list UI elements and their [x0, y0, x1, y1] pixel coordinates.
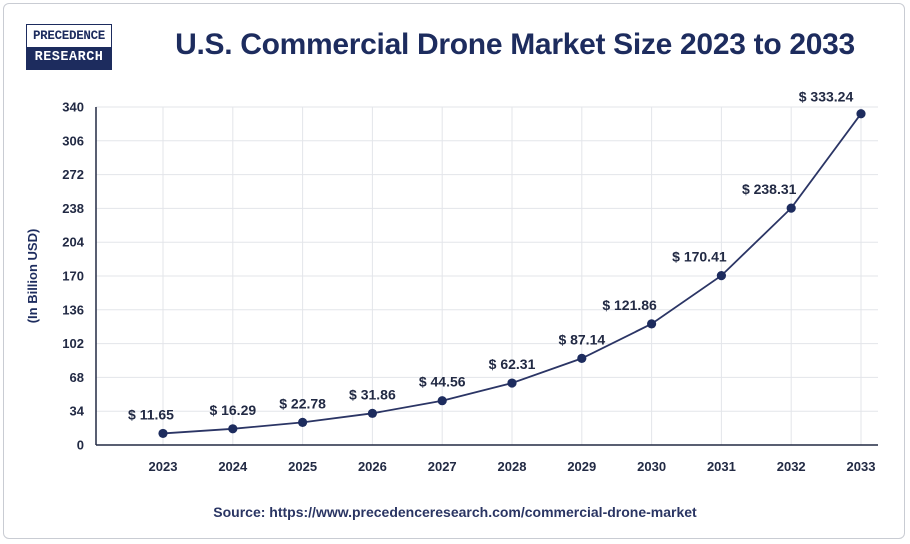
y-tick-label: 34 [70, 404, 85, 419]
y-axis-label: (In Billion USD) [25, 229, 40, 324]
x-tick-label: 2031 [707, 459, 736, 474]
data-point [647, 319, 657, 329]
data-point [298, 417, 308, 427]
data-label: $ 87.14 [558, 331, 605, 347]
y-tick-label: 68 [70, 370, 84, 385]
chart-title: U.S. Commercial Drone Market Size 2023 t… [175, 28, 855, 61]
data-label: $ 11.65 [128, 406, 174, 422]
data-point [716, 270, 727, 281]
y-tick-label: 272 [62, 167, 84, 182]
data-label: $ 16.29 [209, 402, 256, 418]
data-point [158, 428, 168, 439]
y-tick-label: 204 [62, 235, 84, 250]
data-label: $ 62.31 [489, 356, 536, 372]
x-tick-label: 2033 [847, 459, 876, 474]
x-tick-label: 2028 [498, 459, 527, 474]
x-tick-label: 2027 [428, 459, 457, 474]
data-label: $ 44.56 [419, 374, 466, 390]
data-point [228, 424, 238, 434]
y-tick-label: 340 [62, 100, 84, 115]
x-tick-label: 2026 [358, 459, 387, 474]
data-label: $ 333.24 [799, 89, 854, 105]
data-label: $ 121.86 [602, 297, 657, 313]
data-point [507, 378, 517, 388]
data-label: $ 238.31 [742, 181, 797, 197]
data-point [367, 408, 377, 418]
logo-line-1: PRECEDENCE [32, 29, 105, 43]
x-tick-label: 2032 [777, 459, 806, 474]
y-tick-label: 238 [62, 201, 84, 216]
x-tick-label: 2030 [637, 459, 666, 474]
data-point [577, 353, 587, 363]
x-tick-label: 2024 [218, 459, 248, 474]
y-tick-label: 306 [62, 133, 84, 148]
y-tick-label: 102 [62, 336, 84, 351]
y-tick-label: 136 [62, 302, 84, 317]
x-tick-label: 2023 [149, 459, 178, 474]
data-point [786, 203, 796, 213]
brand-logo: PRECEDENCE RESEARCH [26, 24, 112, 70]
chart-frame [3, 3, 905, 539]
y-tick-label: 170 [62, 269, 84, 284]
source-note: Source: https://www.precedenceresearch.c… [213, 504, 697, 520]
x-tick-label: 2029 [567, 459, 596, 474]
data-label: $ 22.78 [279, 395, 326, 411]
logo-line-2: RESEARCH [27, 47, 111, 69]
data-point [856, 109, 866, 119]
x-tick-label: 2025 [288, 459, 317, 474]
data-label: $ 31.86 [349, 386, 396, 402]
y-tick-label: 0 [77, 438, 84, 453]
data-label: $ 170.41 [672, 249, 727, 265]
data-point [437, 396, 447, 406]
